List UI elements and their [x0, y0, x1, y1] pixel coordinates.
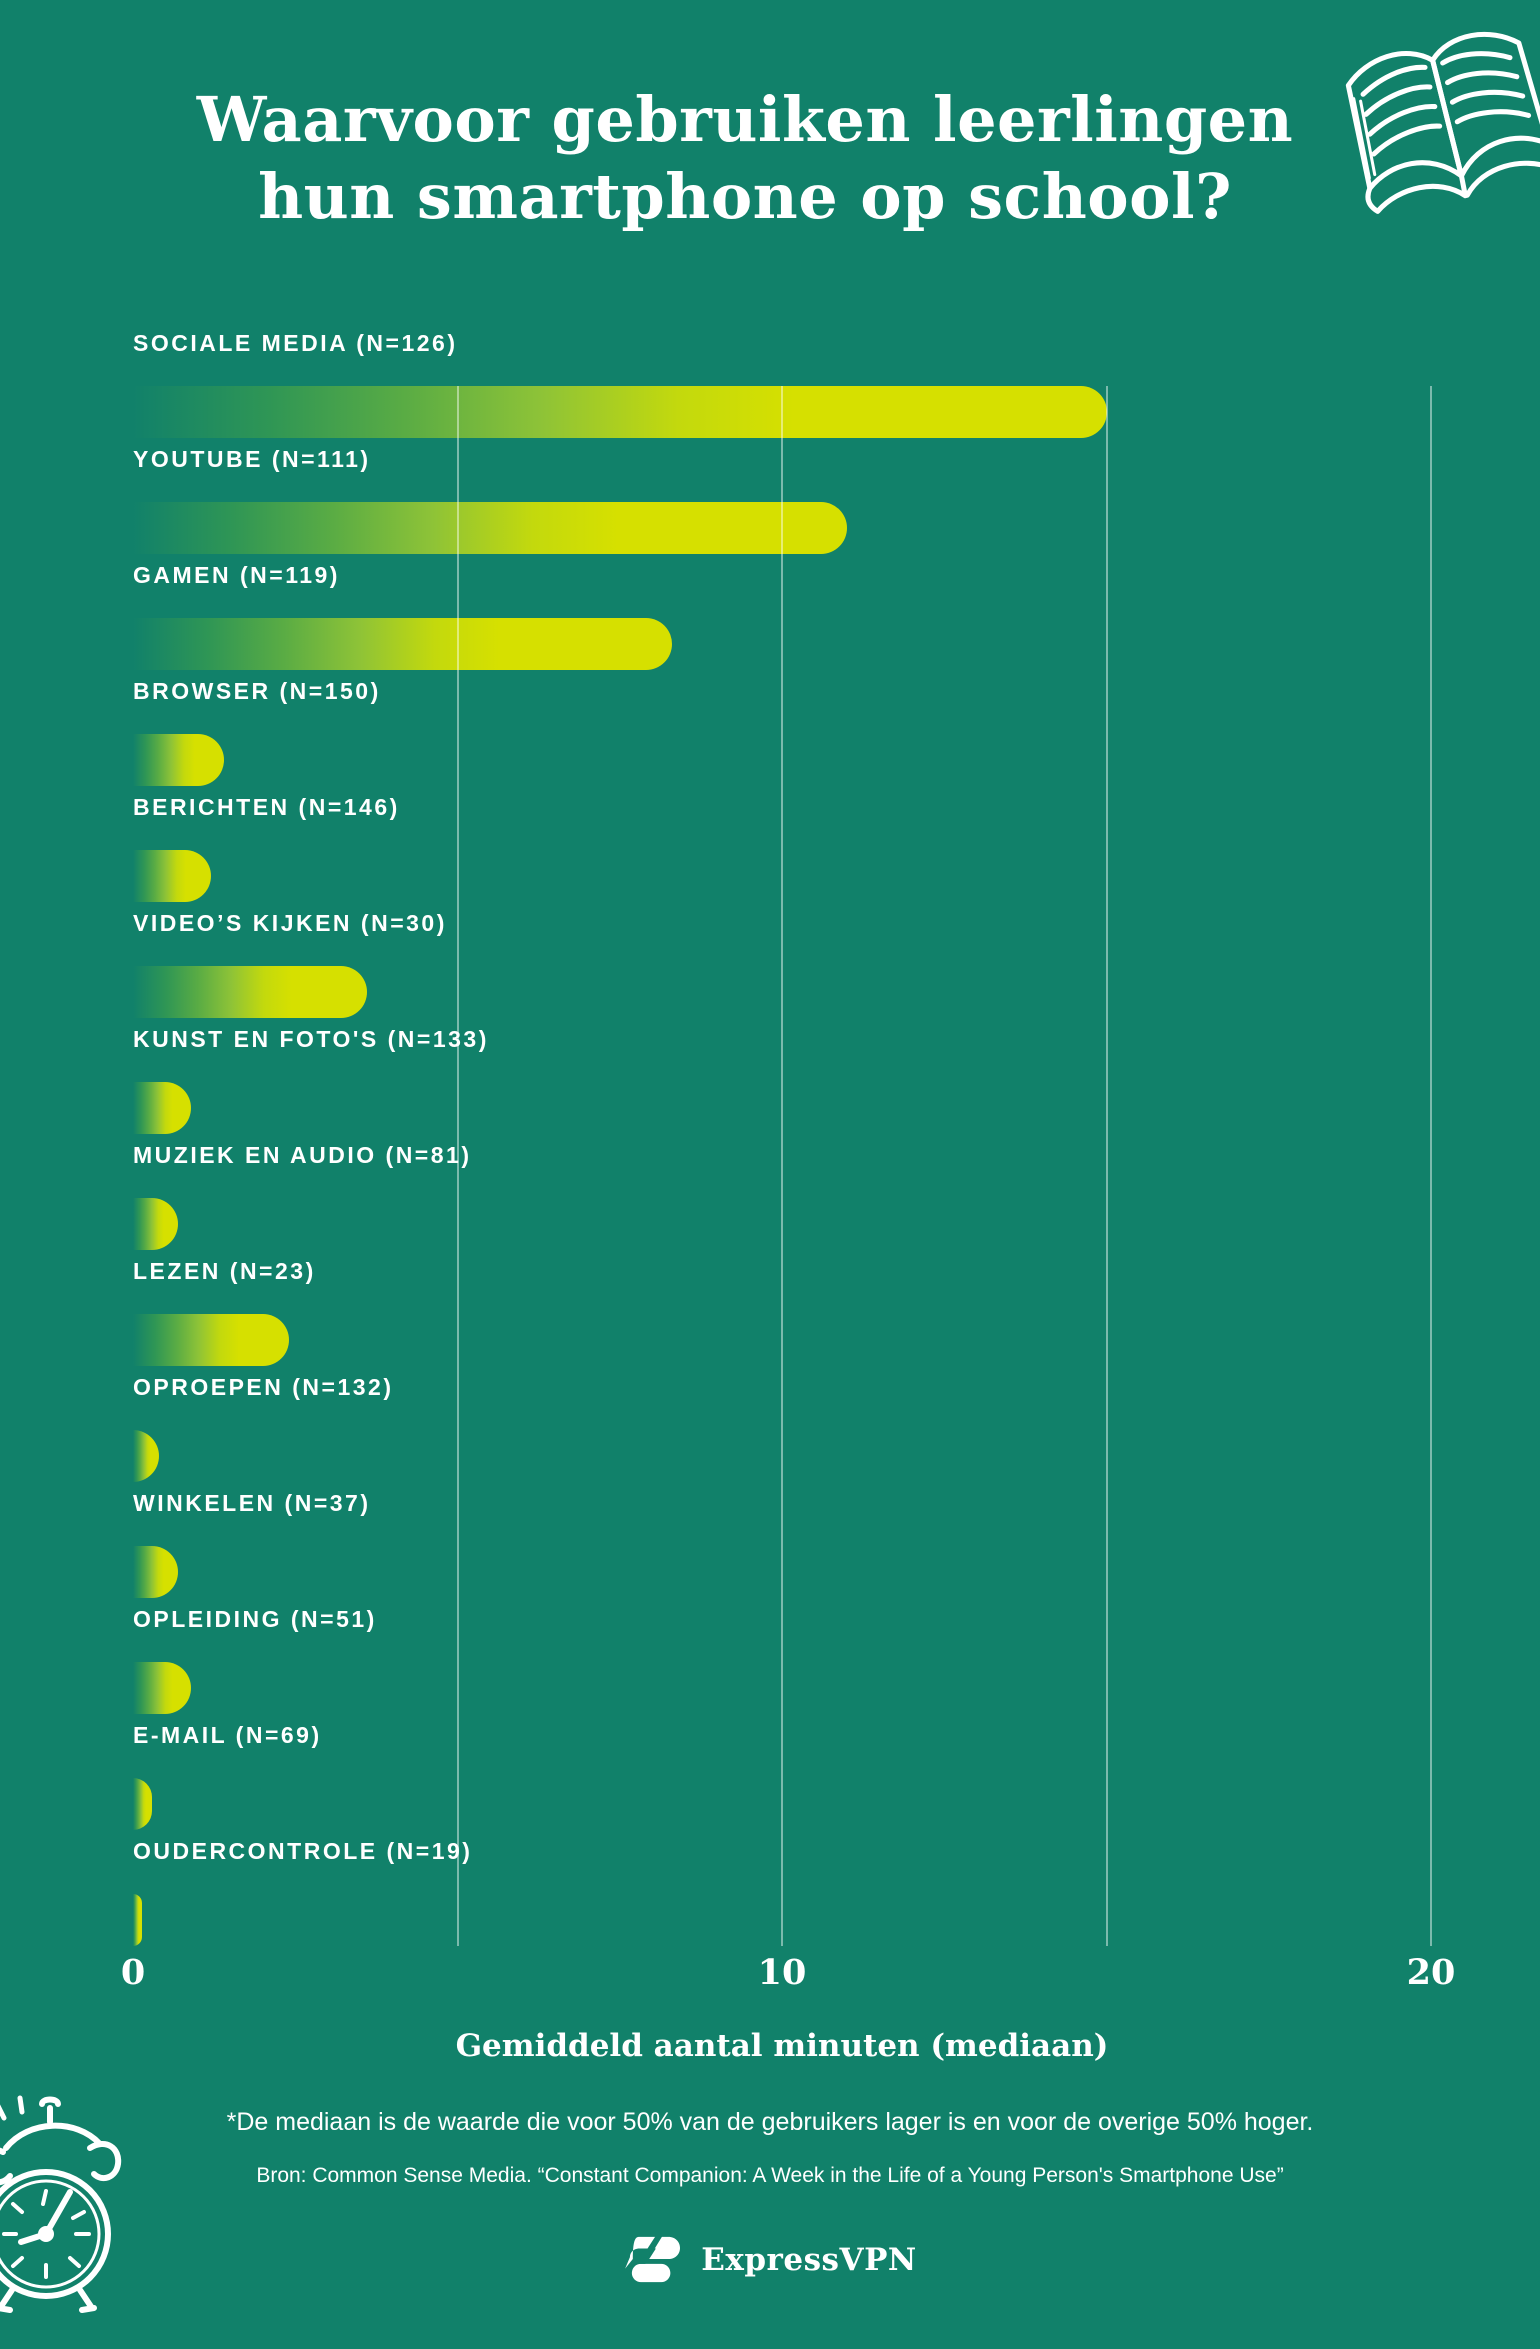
page-title-line2: hun smartphone op school? [258, 159, 1232, 233]
bar [133, 850, 211, 902]
alarm-clock-icon [0, 2095, 122, 2313]
bar-label: OPROEPEN (N=132) [133, 1374, 394, 1400]
bar-label: WINKELEN (N=37) [133, 1490, 371, 1516]
chart-row: MUZIEK EN AUDIO (N=81) [133, 1142, 1431, 1258]
page-title: Waarvoor gebruiken leerlingen hun smartp… [0, 82, 1490, 236]
chart-row: E-MAIL (N=69) [133, 1722, 1431, 1838]
brand-name: ExpressVPN [701, 2242, 917, 2278]
bar [133, 1430, 159, 1482]
bar [133, 966, 367, 1018]
chart-row: WINKELEN (N=37) [133, 1490, 1431, 1606]
chart-row: GAMEN (N=119) [133, 562, 1431, 678]
bar-label: VIDEO’S KIJKEN (N=30) [133, 910, 447, 936]
bar-label: KUNST EN FOTO'S (N=133) [133, 1026, 489, 1052]
x-axis-title: Gemiddeld aantal minuten (mediaan) [455, 2028, 1109, 2064]
bar [133, 1662, 192, 1714]
x-tick-label: 10 [757, 1952, 807, 1993]
chart-row: YOUTUBE (N=111) [133, 446, 1431, 562]
open-book-icon [1345, 31, 1540, 214]
bar-label: OUDERCONTROLE (N=19) [133, 1838, 473, 1864]
chart-row: BROWSER (N=150) [133, 678, 1431, 794]
bar [133, 386, 1107, 438]
bar-label: MUZIEK EN AUDIO (N=81) [133, 1142, 472, 1168]
bar [133, 1778, 153, 1830]
bar [133, 1082, 192, 1134]
bar [133, 618, 672, 670]
bar-label: GAMEN (N=119) [133, 562, 340, 588]
bar-label: E-MAIL (N=69) [133, 1722, 322, 1748]
bar [133, 1198, 179, 1250]
bar [133, 502, 847, 554]
median-footnote: *De mediaan is de waarde die voor 50% va… [226, 2108, 1314, 2136]
x-tick-label: 20 [1406, 1952, 1456, 1993]
source-line: Bron: Common Sense Media. “Constant Comp… [256, 2164, 1284, 2187]
chart-row: KUNST EN FOTO'S (N=133) [133, 1026, 1431, 1142]
bar [133, 734, 224, 786]
bar-label: OPLEIDING (N=51) [133, 1606, 377, 1632]
chart-row: OPROEPEN (N=132) [133, 1374, 1431, 1490]
page-title-line1: Waarvoor gebruiken leerlingen [196, 83, 1294, 156]
bar-label: BERICHTEN (N=146) [133, 794, 400, 820]
chart-row: VIDEO’S KIJKEN (N=30) [133, 910, 1431, 1026]
chart-row: OPLEIDING (N=51) [133, 1606, 1431, 1722]
bar [133, 1314, 289, 1366]
bar-label: SOCIALE MEDIA (N=126) [133, 330, 458, 356]
x-tick-label: 0 [120, 1952, 146, 1993]
expressvpn-logo-icon [625, 2234, 681, 2283]
bar [133, 1546, 179, 1598]
chart-row: SOCIALE MEDIA (N=126) [133, 330, 1431, 446]
chart-row: BERICHTEN (N=146) [133, 794, 1431, 910]
brand-lockup: ExpressVPN [0, 2234, 1540, 2286]
chart-row: LEZEN (N=23) [133, 1258, 1431, 1374]
bar-label: YOUTUBE (N=111) [133, 446, 371, 472]
bar [133, 1894, 142, 1946]
chart-row: OUDERCONTROLE (N=19) [133, 1838, 1431, 1954]
x-axis-ticks: 0 10 20 [121, 1952, 1456, 1998]
bar-chart: SOCIALE MEDIA (N=126) YOUTUBE (N=111) GA… [133, 330, 1432, 1954]
bar-label: LEZEN (N=23) [133, 1258, 316, 1284]
chart-rows: SOCIALE MEDIA (N=126) YOUTUBE (N=111) GA… [133, 330, 1431, 1954]
bar-label: BROWSER (N=150) [133, 678, 381, 704]
